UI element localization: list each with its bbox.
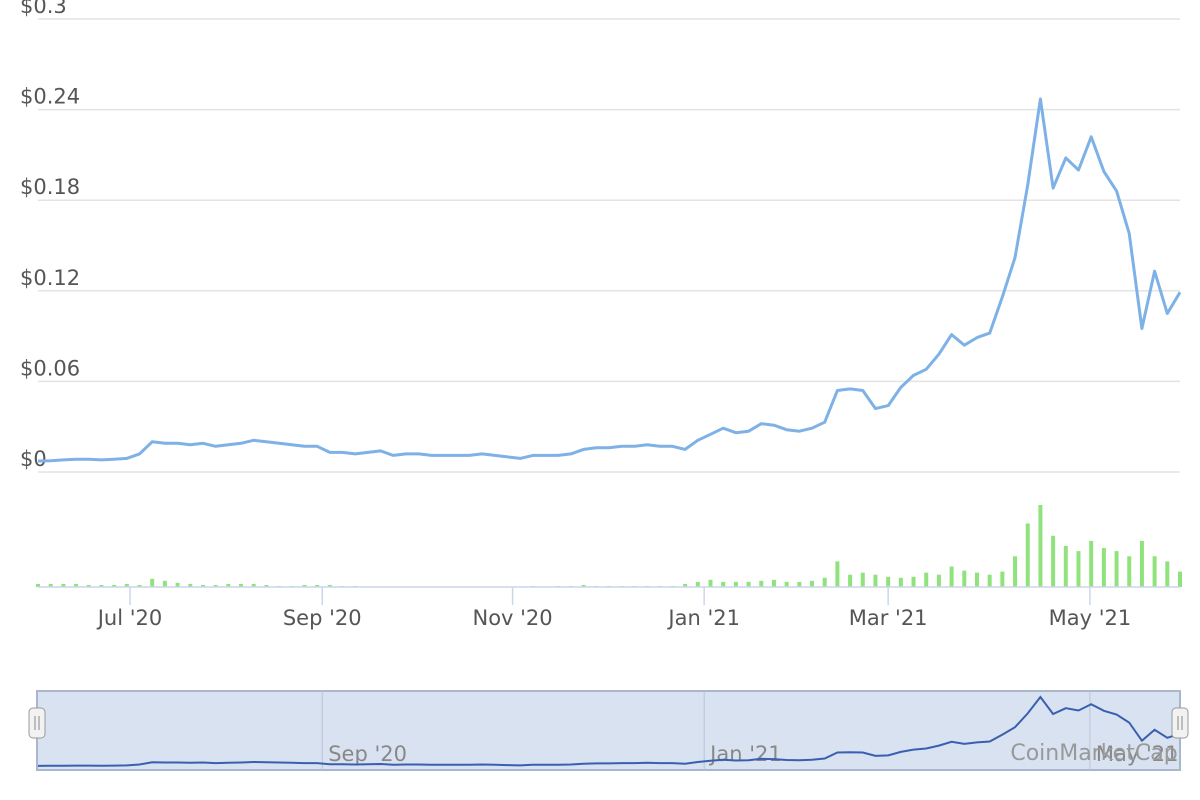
x-tick-label: May '21 — [1049, 606, 1132, 630]
volume-bar — [1101, 548, 1106, 587]
volume-bar — [924, 572, 929, 587]
price-line — [37, 97, 1182, 463]
volume-bar — [974, 572, 979, 587]
navigator-tick-label: May '21 — [1096, 742, 1179, 766]
volume-bar — [48, 583, 53, 587]
x-tick-label: Mar '21 — [849, 606, 928, 630]
volume-bar — [721, 581, 726, 587]
navigator-tick-label: Jan '21 — [708, 742, 782, 766]
volume-bar — [936, 574, 941, 587]
volume-bar — [327, 584, 332, 587]
volume-bar — [226, 583, 231, 587]
volume-bar — [188, 583, 193, 587]
x-tick-label: Jan '21 — [666, 606, 740, 630]
volume-bar — [239, 583, 244, 587]
volume-bar — [962, 570, 967, 587]
volume-bar — [746, 581, 751, 587]
volume-bar — [36, 583, 40, 587]
volume-bar — [61, 583, 66, 587]
volume-bar — [137, 584, 142, 587]
volume-bar — [1152, 556, 1157, 587]
navigator-handle[interactable] — [1171, 707, 1189, 739]
volume-bar — [175, 582, 180, 587]
volume-bar — [949, 566, 954, 587]
navigator-bg — [36, 690, 1181, 771]
volume-bar — [1127, 556, 1132, 587]
volume-bar — [1139, 540, 1144, 587]
volume-bar — [1165, 561, 1170, 587]
volume-bar — [581, 584, 586, 587]
volume-bar — [1013, 556, 1018, 587]
volume-bar — [315, 584, 320, 587]
volume-bar — [1025, 523, 1030, 587]
volume-bar — [124, 583, 129, 587]
volume-bar — [797, 581, 802, 587]
volume-bar — [1038, 505, 1043, 587]
volume-bar — [251, 583, 256, 587]
navigator-handle[interactable] — [28, 707, 46, 739]
watermark: CoinMarketCap — [1010, 741, 1177, 766]
y-tick-label: $0.06 — [20, 356, 80, 380]
volume-bar — [810, 580, 815, 587]
volume-bar — [200, 584, 205, 587]
volume-bar — [873, 574, 878, 587]
volume-bar — [1178, 571, 1182, 587]
volume-bar — [848, 574, 853, 587]
volume-bar — [708, 579, 713, 587]
volume-bar — [86, 584, 91, 587]
volume-bar — [898, 577, 903, 587]
volume-bar — [911, 576, 916, 587]
volume-bar — [1063, 546, 1068, 587]
volume-bar — [1114, 551, 1119, 587]
x-tick-label: Sep '20 — [283, 606, 362, 630]
y-tick-label: $0.24 — [20, 85, 80, 109]
volume-bar — [112, 584, 117, 587]
volume-bar — [886, 576, 891, 587]
volume-bar — [860, 572, 865, 587]
x-tick-label: Jul '20 — [96, 606, 163, 630]
volume-bar — [987, 574, 992, 587]
volume-bar — [264, 584, 269, 587]
y-tick-label: $0.12 — [20, 266, 80, 290]
volume-bar — [162, 580, 167, 587]
y-tick-label: $0.18 — [20, 175, 80, 199]
navigator-line — [37, 695, 1181, 767]
navigator-tick-label: Sep '20 — [328, 742, 407, 766]
x-tick-label: Nov '20 — [472, 606, 552, 630]
volume-bar — [835, 561, 840, 587]
volume-bar — [1051, 535, 1056, 587]
volume-bar — [302, 584, 307, 587]
volume-bar — [784, 581, 789, 587]
volume-bar — [759, 580, 764, 587]
volume-bar — [1000, 571, 1005, 587]
volume-bar — [1089, 540, 1094, 587]
volume-bar — [150, 578, 155, 587]
volume-bar — [1076, 551, 1081, 587]
y-tick-label: $0 — [20, 447, 47, 471]
volume-bar — [74, 583, 79, 587]
volume-bar — [683, 583, 688, 587]
volume-bar — [99, 584, 104, 587]
y-tick-label: $0.3 — [20, 0, 67, 18]
volume-bar — [822, 577, 827, 587]
volume-bar — [213, 584, 218, 587]
volume-bar — [733, 581, 738, 587]
volume-bar — [695, 581, 700, 587]
volume-bar — [771, 579, 776, 587]
